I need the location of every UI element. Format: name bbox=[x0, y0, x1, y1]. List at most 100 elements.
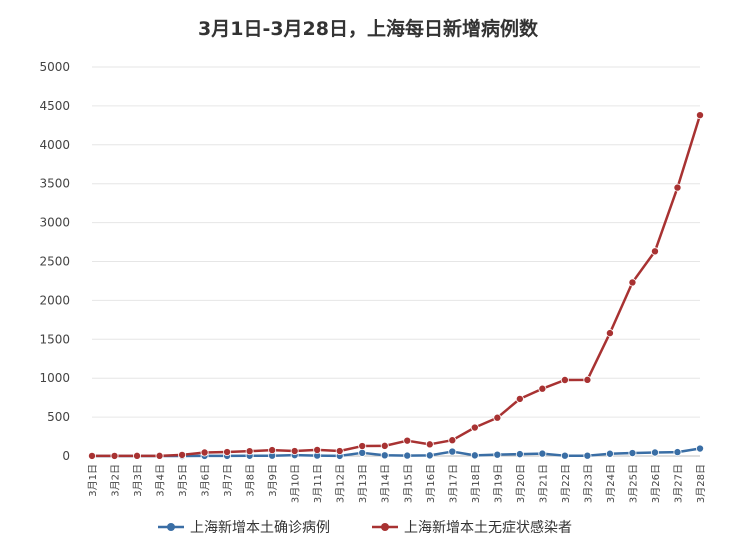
x-tick-label: 3月15日 bbox=[402, 464, 414, 503]
x-tick-label: 3月5日 bbox=[177, 464, 189, 497]
data-point bbox=[380, 441, 389, 450]
data-point bbox=[560, 451, 569, 460]
x-tick-label: 3月7日 bbox=[222, 464, 234, 497]
series-line bbox=[92, 114, 702, 458]
data-point bbox=[673, 183, 682, 192]
x-tick-label: 3月28日 bbox=[695, 464, 707, 503]
data-point bbox=[155, 451, 164, 460]
data-point bbox=[493, 450, 502, 459]
data-point bbox=[425, 451, 434, 460]
legend-label: 上海新增本土无症状感染者 bbox=[404, 519, 572, 536]
y-tick-label: 3000 bbox=[39, 216, 70, 230]
data-point bbox=[88, 451, 97, 460]
data-point bbox=[335, 447, 344, 456]
data-point bbox=[178, 450, 187, 459]
data-point bbox=[583, 375, 592, 384]
x-tick-label: 3月14日 bbox=[380, 464, 392, 503]
data-point bbox=[380, 451, 389, 460]
data-point bbox=[583, 451, 592, 460]
y-tick-label: 5000 bbox=[39, 60, 70, 74]
x-tick-label: 3月26日 bbox=[650, 464, 662, 503]
data-point bbox=[223, 448, 232, 457]
y-tick-label: 1500 bbox=[39, 332, 70, 346]
x-tick-label: 3月8日 bbox=[245, 464, 257, 497]
data-point bbox=[110, 451, 119, 460]
x-tick-label: 3月25日 bbox=[627, 464, 639, 503]
x-tick-label: 3月27日 bbox=[672, 464, 684, 503]
y-tick-label: 0 bbox=[62, 449, 70, 463]
y-tick-label: 2500 bbox=[39, 255, 70, 269]
data-point bbox=[515, 450, 524, 459]
data-point bbox=[133, 451, 142, 460]
data-point bbox=[290, 447, 299, 456]
data-point bbox=[696, 444, 705, 453]
x-tick-label: 3月10日 bbox=[290, 464, 302, 503]
legend-item: 上海新增本土确诊病例 bbox=[158, 520, 330, 536]
data-point bbox=[696, 111, 705, 120]
data-point bbox=[538, 449, 547, 458]
y-axis-ticks: 0 500 1000 1500 2000 2500 3000 3500 4000 4500 5000 bbox=[39, 60, 70, 463]
data-point bbox=[470, 423, 479, 432]
y-tick-label: 4500 bbox=[39, 99, 70, 113]
x-tick-label: 3月9日 bbox=[267, 464, 279, 497]
x-tick-label: 3月6日 bbox=[200, 464, 212, 497]
x-tick-label: 3月4日 bbox=[155, 464, 167, 497]
data-point bbox=[425, 440, 434, 449]
data-point bbox=[358, 442, 367, 451]
data-point bbox=[268, 446, 277, 455]
data-point bbox=[650, 448, 659, 457]
y-tick-label: 2000 bbox=[39, 293, 70, 307]
grid bbox=[92, 66, 700, 457]
data-point bbox=[493, 413, 502, 422]
x-tick-label: 3月21日 bbox=[537, 464, 549, 503]
data-point bbox=[560, 375, 569, 384]
x-tick-label: 3月23日 bbox=[582, 464, 594, 503]
data-point bbox=[245, 447, 254, 456]
y-tick-label: 3500 bbox=[39, 177, 70, 191]
x-tick-label: 3月19日 bbox=[492, 464, 504, 503]
x-tick-label: 3月18日 bbox=[470, 464, 482, 503]
data-point bbox=[538, 384, 547, 393]
x-tick-label: 3月1日 bbox=[87, 464, 99, 497]
data-point bbox=[673, 448, 682, 457]
data-point bbox=[403, 451, 412, 460]
x-tick-label: 3月20日 bbox=[515, 464, 527, 503]
x-tick-label: 3月2日 bbox=[110, 464, 122, 497]
x-tick-label: 3月16日 bbox=[425, 464, 437, 503]
x-tick-label: 3月22日 bbox=[560, 464, 572, 503]
chart-title: 3月1日-3月28日，上海每日新增病例数 bbox=[198, 18, 538, 40]
data-point bbox=[470, 451, 479, 460]
data-point bbox=[313, 445, 322, 454]
x-axis-ticks: 3月1日 3月2日 3月3日 3月4日 3月5日 3月6日 3月7日 3月8日 3月9日 3月10… bbox=[87, 464, 707, 503]
data-point bbox=[358, 448, 367, 457]
x-tick-label: 3月17日 bbox=[447, 464, 459, 503]
data-point bbox=[628, 449, 637, 458]
x-tick-label: 3月24日 bbox=[605, 464, 617, 503]
series-line bbox=[92, 447, 701, 458]
data-point bbox=[403, 436, 412, 445]
data-point bbox=[448, 436, 457, 445]
x-tick-label: 3月12日 bbox=[335, 464, 347, 503]
data-point bbox=[628, 278, 637, 287]
data-point bbox=[515, 394, 524, 403]
y-tick-label: 500 bbox=[47, 410, 70, 424]
series-2 bbox=[88, 111, 705, 460]
legend-label: 上海新增本土确诊病例 bbox=[190, 520, 330, 536]
series-layer bbox=[88, 111, 705, 460]
data-point bbox=[605, 449, 614, 458]
data-point bbox=[605, 329, 614, 338]
y-tick-label: 4000 bbox=[39, 138, 70, 152]
data-point bbox=[200, 448, 209, 457]
x-tick-label: 3月11日 bbox=[312, 464, 324, 503]
legend-marker bbox=[167, 523, 175, 531]
x-tick-label: 3月13日 bbox=[357, 464, 369, 503]
legend-marker bbox=[381, 523, 389, 531]
data-point bbox=[448, 447, 457, 456]
y-tick-label: 1000 bbox=[39, 371, 70, 385]
x-tick-label: 3月3日 bbox=[132, 464, 144, 497]
data-point bbox=[650, 247, 659, 256]
legend-item: 上海新增本土无症状感染者 bbox=[372, 519, 572, 536]
legend: 上海新增本土确诊病例 上海新增本土无症状感染者 bbox=[158, 519, 572, 536]
